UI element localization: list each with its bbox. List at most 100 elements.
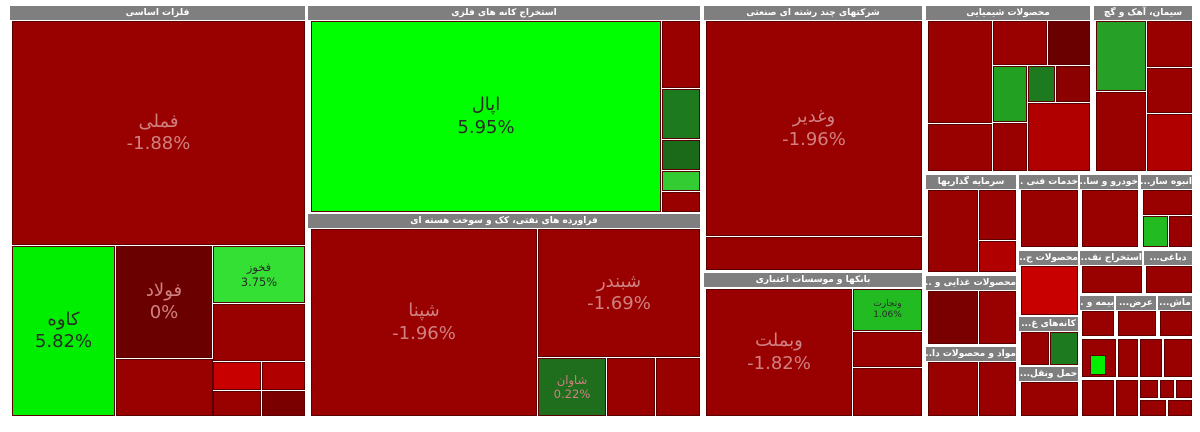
stock-tile: وغدیر -1.96%	[706, 21, 922, 236]
tile-label: وتجارت	[873, 298, 902, 309]
stock-tile	[979, 241, 1016, 272]
sector-header: سرمایه گذاریها	[926, 175, 1016, 189]
sector-header: خودرو و سا...	[1080, 175, 1138, 189]
sector-header: حمل ونقل...	[1019, 367, 1078, 381]
stock-tile	[662, 21, 700, 88]
stock-tile	[1082, 311, 1114, 336]
stock-tile	[1147, 68, 1192, 113]
stock-tile	[662, 140, 700, 170]
stock-tile: شپنا -1.96%	[311, 229, 537, 416]
stock-tile	[1118, 339, 1138, 377]
tile-label: فخوز	[246, 260, 272, 275]
sector-header: فلزات اساسی	[10, 6, 305, 20]
tile-label: شبندر	[596, 270, 642, 292]
tile-label: شپنا	[408, 300, 440, 321]
stock-tile	[1160, 380, 1174, 398]
stock-tile	[662, 192, 700, 212]
stock-tile	[1021, 332, 1049, 365]
sector-header: محصولات شیمیایی	[926, 6, 1090, 20]
sector-header: محصولات ج...	[1019, 251, 1078, 265]
sector-header: دباغی...	[1144, 251, 1192, 265]
sector-header: کانه‌های غ...	[1019, 317, 1078, 331]
stock-tile	[928, 124, 992, 171]
stock-tile	[706, 237, 922, 270]
stock-tile	[607, 358, 655, 416]
stock-tile	[116, 359, 213, 416]
stock-tile: فملی -1.88%	[12, 21, 305, 245]
stock-tile: کاوه 5.82%	[12, 246, 115, 416]
stock-tile	[1096, 92, 1146, 171]
stock-tile	[1028, 103, 1090, 171]
stock-tile	[1176, 380, 1192, 398]
sector-header: بانکها و موسسات اعتباری	[704, 273, 922, 287]
stock-tile	[213, 391, 261, 416]
stock-tile	[1143, 216, 1168, 247]
stock-tile	[979, 190, 1016, 240]
sector-header: ماش...	[1158, 296, 1192, 310]
stock-tile	[1160, 311, 1192, 336]
stock-tile	[1143, 190, 1192, 215]
stock-tile: فخوز 3.75%	[213, 246, 305, 303]
stock-tile	[1140, 339, 1162, 377]
stock-tile	[1147, 114, 1192, 171]
tile-label: شاوان	[556, 372, 588, 387]
tile-change: -1.69%	[587, 293, 651, 314]
tile-label: کاوه	[47, 308, 80, 330]
sector-header: شرکتهای چند رشته ای صنعتی	[704, 6, 922, 20]
sector-header: سیمان، آهک و گچ	[1094, 6, 1192, 20]
stock-tile	[1082, 266, 1142, 293]
tile-change: -1.88%	[126, 133, 191, 154]
tile-change: -1.96%	[392, 322, 456, 344]
stock-tile	[1082, 380, 1114, 416]
stock-tile: وتجارت 1.06%	[853, 289, 922, 331]
stock-tile	[928, 190, 978, 272]
sector-header: انبوه ساز...	[1141, 175, 1192, 189]
sector-header: فراورده های نفتی، کک و سوخت هسته ای	[308, 214, 700, 228]
stock-tile	[1082, 190, 1138, 247]
stock-tile	[1140, 400, 1166, 416]
stock-tile	[853, 368, 922, 416]
stock-tile	[656, 358, 700, 416]
stock-tile	[213, 362, 261, 390]
sector-header: محصولات غذایی و ...	[926, 276, 1016, 290]
stock-tile	[1028, 66, 1055, 102]
stock-tile	[1168, 400, 1192, 416]
stock-tile	[1048, 21, 1090, 65]
stock-tile	[993, 21, 1047, 65]
tile-change: 3.75%	[240, 274, 278, 289]
sector-header: عرض...	[1116, 296, 1156, 310]
stock-tile	[262, 391, 305, 416]
stock-tile	[1021, 266, 1078, 315]
stock-tile	[1164, 339, 1192, 377]
stock-tile	[928, 21, 992, 123]
stock-tile	[1118, 311, 1156, 336]
stock-tile	[1140, 380, 1158, 398]
stock-tile	[993, 123, 1027, 171]
stock-tile	[213, 304, 305, 361]
stock-tile	[662, 89, 700, 139]
stock-tile	[979, 362, 1016, 416]
sector-header: استخراج نف...	[1080, 251, 1142, 265]
stock-tile: فولاد 0%	[116, 246, 212, 358]
stock-tile	[1050, 332, 1078, 365]
stock-tile: وبملت -1.82%	[706, 289, 852, 416]
stock-tile	[1146, 266, 1192, 293]
stock-tile	[979, 291, 1016, 344]
tile-change: 1.06%	[873, 310, 902, 320]
stock-tile	[853, 332, 922, 367]
stock-tile: شاوان 0.22%	[538, 358, 606, 416]
stock-tile	[262, 362, 305, 390]
tile-change: -1.82%	[747, 352, 811, 374]
stock-tile	[662, 171, 700, 191]
stock-tile	[1021, 382, 1078, 416]
stock-tile	[1169, 216, 1192, 247]
tile-change: 5.95%	[457, 116, 515, 138]
stock-tile	[928, 291, 978, 344]
stock-tile: شبندر -1.69%	[538, 229, 700, 357]
stock-tile	[1056, 66, 1090, 102]
tile-label: وبملت	[755, 330, 803, 351]
stock-tile	[1116, 380, 1138, 416]
sector-header: استخراج کانه های فلزی	[308, 6, 700, 20]
sector-header: بیمه و ...	[1080, 296, 1114, 310]
